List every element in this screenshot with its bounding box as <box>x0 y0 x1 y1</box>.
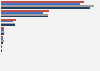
Bar <box>1 1 84 3</box>
Bar <box>1 47 2 48</box>
Bar <box>1 36 3 38</box>
Bar <box>1 5 94 7</box>
Bar <box>1 19 16 21</box>
Bar <box>1 16 48 17</box>
Bar <box>1 14 48 16</box>
Bar <box>1 49 2 50</box>
Bar <box>1 50 2 52</box>
Bar <box>1 10 49 12</box>
Bar <box>1 40 4 42</box>
Bar <box>1 33 4 35</box>
Bar <box>1 42 3 44</box>
Bar <box>1 38 3 40</box>
Bar <box>1 12 42 14</box>
Bar <box>1 7 90 9</box>
Bar <box>1 45 2 47</box>
Bar <box>1 23 15 24</box>
Bar <box>1 21 13 22</box>
Bar <box>1 31 4 33</box>
Bar <box>1 29 4 31</box>
Bar <box>1 27 4 29</box>
Bar <box>1 3 80 5</box>
Bar <box>1 24 15 26</box>
